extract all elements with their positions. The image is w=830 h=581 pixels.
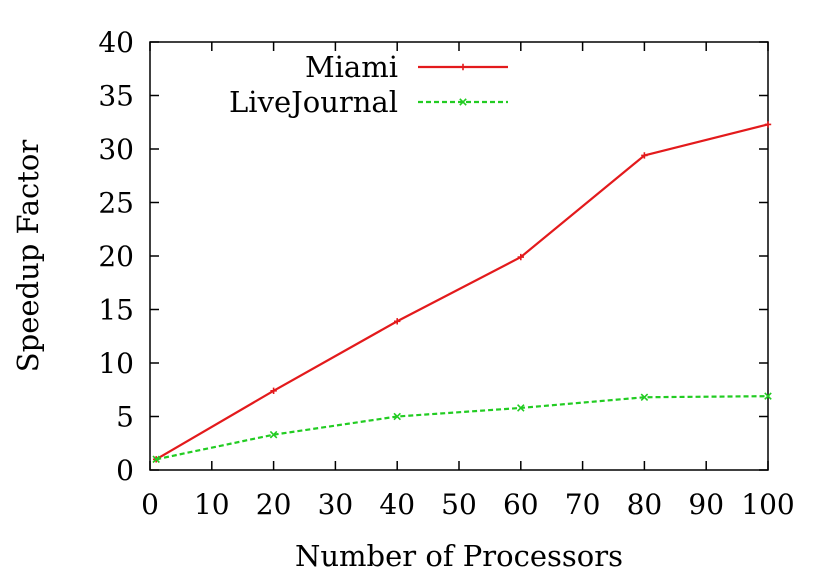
x-tick-label: 90: [688, 488, 724, 521]
x-tick-label: 100: [741, 488, 794, 521]
series-layer: [152, 121, 772, 464]
legend-item-miami: Miami: [305, 50, 508, 84]
data-point: [394, 318, 401, 325]
data-point: [269, 430, 278, 439]
y-tick-label: 25: [98, 187, 134, 220]
y-tick-label: 40: [98, 26, 134, 59]
x-tick-label: 0: [141, 488, 159, 521]
data-point: [270, 387, 277, 395]
data-point: [517, 253, 524, 261]
x-tick-label: 10: [194, 488, 230, 521]
series-line: [155, 123, 769, 461]
x-tick-label: 70: [565, 488, 601, 521]
x-tick-label: 80: [627, 488, 663, 521]
data-point: [393, 412, 401, 421]
legend-label: LiveJournal: [229, 85, 398, 119]
data-point: [764, 121, 772, 128]
x-axis-label: Number of Processors: [295, 539, 623, 573]
series-livejournal: [152, 392, 772, 464]
series-line: [155, 395, 769, 461]
legend-marker: [459, 98, 467, 106]
axis-ticks: 0 10 20 30 40 50 60 70 80 90 100 0 5 10 15 20 25 30 35 40: [98, 26, 794, 521]
y-tick-label: 5: [116, 401, 134, 434]
legend-item-livejournal: LiveJournal: [229, 85, 508, 119]
y-tick-label: 15: [98, 294, 134, 327]
data-point: [764, 392, 772, 400]
x-tick-label: 50: [441, 488, 477, 521]
data-point: [640, 393, 649, 402]
y-tick-label: 10: [98, 347, 134, 380]
data-point: [152, 455, 160, 464]
x-tick-label: 40: [379, 488, 415, 521]
y-tick-label: 0: [116, 454, 134, 487]
y-axis-label: Speedup Factor: [11, 140, 45, 373]
series-miami: [152, 121, 772, 463]
x-tick-label: 30: [318, 488, 354, 521]
y-tick-label: 35: [98, 80, 134, 113]
data-point: [641, 152, 648, 159]
y-tick-label: 30: [98, 133, 134, 166]
legend-marker: [459, 63, 467, 71]
x-tick-label: 60: [503, 488, 539, 521]
x-tick-label: 20: [256, 488, 292, 521]
legend-label: Miami: [305, 50, 398, 84]
y-tick-label: 20: [98, 240, 134, 273]
data-point: [517, 404, 525, 412]
